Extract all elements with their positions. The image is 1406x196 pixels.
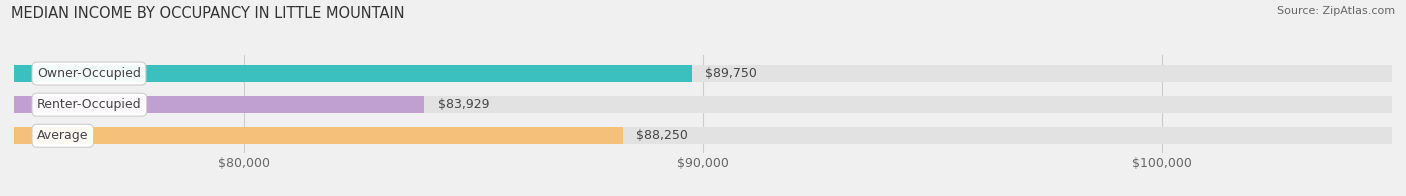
Text: Owner-Occupied: Owner-Occupied: [37, 67, 141, 80]
Text: Renter-Occupied: Renter-Occupied: [37, 98, 142, 111]
Text: $88,250: $88,250: [637, 129, 689, 142]
Bar: [14, 127, 1392, 144]
Bar: [14, 65, 692, 82]
Bar: [14, 96, 425, 113]
Bar: [14, 65, 1392, 82]
Text: $83,929: $83,929: [437, 98, 489, 111]
Text: $89,750: $89,750: [706, 67, 758, 80]
Text: MEDIAN INCOME BY OCCUPANCY IN LITTLE MOUNTAIN: MEDIAN INCOME BY OCCUPANCY IN LITTLE MOU…: [11, 6, 405, 21]
Text: Average: Average: [37, 129, 89, 142]
Bar: [14, 96, 1392, 113]
Bar: [14, 127, 623, 144]
Text: Source: ZipAtlas.com: Source: ZipAtlas.com: [1277, 6, 1395, 16]
